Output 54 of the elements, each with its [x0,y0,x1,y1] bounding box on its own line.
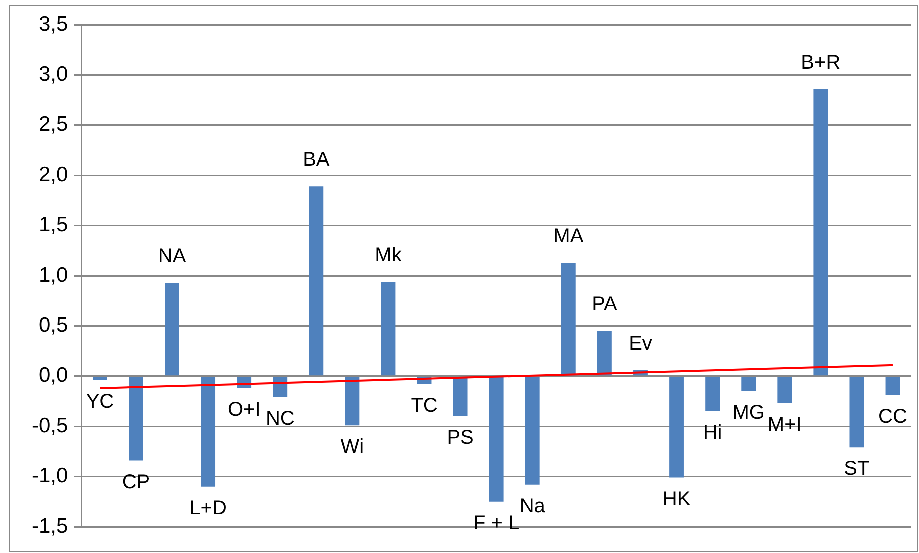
y-tick-label: 0,0 [38,364,68,388]
bar [706,377,720,412]
x-tick-label: BA [303,149,330,172]
y-tick-label: 3,5 [38,12,68,36]
bar [742,377,756,392]
bar [670,377,684,478]
x-tick-label: B+R [801,52,841,74]
y-tick-label: -0,5 [32,414,68,438]
bar [814,89,828,376]
bar [381,282,396,376]
x-tick-label: F + L [474,512,520,534]
bar [453,377,468,417]
y-tick-label: 2,5 [38,113,68,136]
x-tick-label: Na [520,495,546,518]
x-tick-label: NA [158,246,187,268]
x-tick-label: Ev [629,332,652,355]
x-tick-label: HK [662,488,692,510]
bar [273,377,288,398]
bar [345,377,360,426]
bar [489,377,504,502]
x-tick-label: O+I [228,398,261,421]
x-tick-label: NC [266,408,295,430]
x-tick-label: MG [732,402,765,424]
x-tick-label: Mk [375,244,403,267]
bar [129,377,144,461]
y-tick-label: -1,5 [32,514,68,538]
x-tick-label: CP [122,471,150,494]
bar [778,377,792,404]
x-tick-label: PS [447,427,474,450]
x-tick-label: PA [592,294,618,316]
bar [309,186,324,376]
y-tick-label: 1,0 [38,264,68,287]
x-tick-label: ST [844,458,870,480]
bar [165,283,180,376]
x-tick-label: CC [878,406,908,428]
x-tick-label: L+D [190,497,227,520]
y-tick-label: 2,0 [38,163,68,186]
y-tick-label: 3,0 [38,62,68,86]
y-tick-label: 0,5 [38,314,68,337]
x-tick-label: TC [411,394,438,417]
x-tick-label: M+I [768,414,802,436]
x-tick-label: YC [86,390,114,413]
y-tick-label: 1,5 [38,214,68,237]
bar [886,377,900,396]
bar [525,377,540,485]
bar [201,377,216,487]
y-tick-label: -1,0 [32,464,68,488]
bar [850,377,864,448]
bar [92,377,108,380]
x-tick-label: Hi [703,422,722,444]
x-tick-label: Wi [340,436,364,458]
bar [561,262,576,376]
x-tick-label: MA [554,225,584,248]
bar [597,331,612,376]
